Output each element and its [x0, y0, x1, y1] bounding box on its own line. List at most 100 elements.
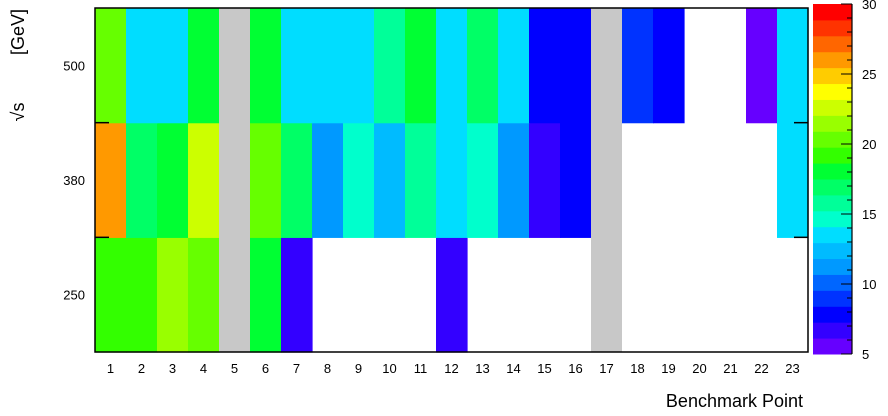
heatmap-cell	[622, 8, 654, 124]
heatmap-cell	[312, 122, 344, 238]
x-tick-label: 19	[661, 361, 675, 376]
color-scale-segment	[813, 115, 852, 132]
heatmap-cell	[746, 8, 778, 124]
x-tick-label: 17	[599, 361, 613, 376]
heatmap-cell	[498, 122, 530, 238]
heatmap-cell	[529, 8, 561, 124]
heatmap-cell	[188, 8, 220, 124]
heatmap-cell	[653, 8, 685, 124]
x-tick-label: 8	[324, 361, 331, 376]
color-scale-tick-label: 15	[862, 207, 876, 222]
color-scale-segment	[813, 179, 852, 196]
x-tick-label: 11	[414, 361, 428, 376]
heatmap-cell	[250, 237, 282, 353]
color-scale-segment	[813, 322, 852, 339]
color-scale-segment	[813, 338, 852, 355]
color-scale-segment	[813, 242, 852, 260]
heatmap-cell	[250, 8, 282, 124]
y-axis-title-root: √s	[8, 103, 28, 122]
x-tick-label: 18	[630, 361, 644, 376]
x-axis-title: Benchmark Point	[666, 391, 803, 411]
heatmap-cell	[405, 8, 437, 124]
color-scale-segment	[813, 194, 852, 212]
heatmap-cell	[126, 8, 158, 124]
heatmap-cell	[157, 237, 189, 353]
x-tick-label: 15	[537, 361, 551, 376]
heatmap-cell	[436, 237, 468, 353]
heatmap-cells	[95, 8, 809, 353]
x-tick-label: 14	[506, 361, 520, 376]
color-scale-tick-labels: 5 10 15 20 25 30	[841, 0, 876, 362]
x-tick-label: 22	[754, 361, 768, 376]
heatmap-cell	[281, 8, 313, 124]
x-tick-labels: 1 2 3 4 5 6 7 8 9 10 11 12 13 14 15 16 17 18 19 20 21 22 23	[107, 361, 800, 376]
x-tick-label: 5	[231, 361, 238, 376]
heatmap-cell	[374, 122, 406, 238]
color-scale-segment	[813, 290, 852, 307]
heatmap-cell	[95, 122, 127, 238]
x-tick-label: 23	[785, 361, 799, 376]
heatmap-cell	[343, 122, 375, 238]
heatmap-cell	[95, 8, 127, 124]
heatmap-cell	[281, 237, 313, 353]
heatmap-cell	[188, 122, 220, 238]
color-scale-tick-label: 10	[862, 277, 876, 292]
heatmap-cell	[281, 122, 313, 238]
heatmap-cell	[498, 8, 530, 124]
color-scale-segment	[813, 147, 852, 164]
color-scale-segment	[813, 51, 852, 69]
y-axis-title-unit: [GeV]	[8, 9, 28, 55]
color-scale-segment	[813, 35, 852, 53]
color-scale-segment	[813, 274, 852, 291]
color-scale-tick-label: 5	[862, 347, 869, 362]
x-tick-label: 10	[382, 361, 396, 376]
missing-column-band	[591, 8, 622, 352]
heatmap-cell	[560, 122, 592, 238]
y-tick-labels: 250 380 500	[63, 58, 85, 302]
x-tick-label: 6	[262, 361, 269, 376]
heatmap-cell	[250, 122, 282, 238]
color-scale-segment	[813, 83, 852, 100]
color-scale-segment	[813, 4, 852, 21]
color-scale-segment	[813, 306, 852, 323]
heatmap-cell	[374, 8, 406, 124]
heatmap-cell	[436, 8, 468, 124]
heatmap-cell	[312, 8, 344, 124]
y-tick-label: 380	[63, 173, 85, 188]
color-scale-segment	[813, 131, 852, 148]
color-scale-segment	[813, 99, 852, 116]
heatmap-cell	[529, 122, 561, 238]
x-tick-label: 16	[568, 361, 582, 376]
heatmap-cell	[95, 237, 127, 353]
missing-column-band	[219, 8, 250, 352]
x-tick-label: 1	[107, 361, 114, 376]
color-scale-segment	[813, 19, 852, 37]
x-tick-label: 21	[723, 361, 737, 376]
axis-ticks	[95, 121, 808, 239]
color-scale-segment	[813, 226, 852, 244]
color-scale-segment	[813, 163, 852, 180]
heatmap-cell	[157, 122, 189, 238]
heatmap-cell	[777, 8, 809, 124]
y-tick-label: 500	[63, 58, 85, 73]
color-scale-bar	[813, 4, 853, 355]
color-scale-tick-label: 25	[862, 67, 876, 82]
x-tick-label: 13	[475, 361, 489, 376]
x-tick-label: 9	[355, 361, 362, 376]
color-scale-segment	[813, 210, 852, 228]
heatmap-cell	[157, 8, 189, 124]
heatmap-cell	[343, 8, 375, 124]
heatmap-cell	[436, 122, 468, 238]
x-tick-label: 2	[138, 361, 145, 376]
x-tick-label: 3	[169, 361, 176, 376]
y-tick-label: 250	[63, 288, 85, 303]
color-scale-tick-label: 30	[862, 0, 876, 12]
heatmap-cell	[560, 8, 592, 124]
heatmap-cell	[188, 237, 220, 353]
heatmap-cell	[126, 237, 158, 353]
plot-frame	[94, 7, 809, 353]
color-scale-segment	[813, 258, 852, 275]
x-tick-label: 7	[293, 361, 300, 376]
x-tick-label: 20	[692, 361, 706, 376]
